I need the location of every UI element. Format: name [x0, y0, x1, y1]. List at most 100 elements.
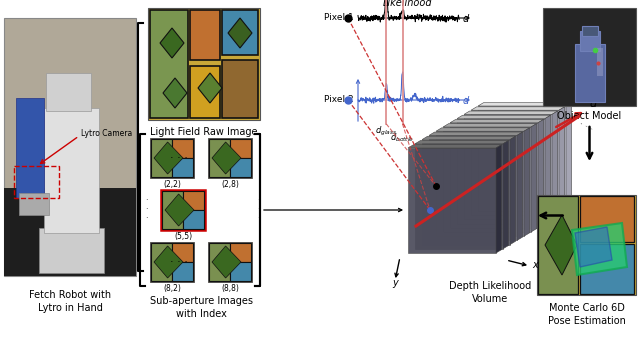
Bar [575, 44, 605, 102]
Polygon shape [471, 107, 564, 110]
Bar [436, 131, 524, 236]
Polygon shape [212, 142, 241, 174]
Polygon shape [165, 194, 194, 226]
Bar [443, 127, 531, 232]
Polygon shape [415, 140, 509, 144]
Polygon shape [510, 136, 516, 244]
Bar [150, 10, 188, 118]
Text: Object Model: Object Model [557, 111, 621, 121]
Polygon shape [496, 145, 502, 253]
Bar [14, 166, 59, 198]
Text: Depth Likelihood
Volume: Depth Likelihood Volume [449, 281, 532, 304]
Polygon shape [408, 145, 502, 148]
Bar [161, 190, 205, 230]
Bar [46, 73, 91, 111]
Bar [457, 118, 545, 224]
Bar [230, 139, 251, 158]
Text: Likelihood: Likelihood [383, 0, 433, 8]
Text: Fetch Robot with
Lytro in Hand: Fetch Robot with Lytro in Hand [29, 290, 111, 313]
Bar [543, 8, 636, 106]
Polygon shape [566, 103, 572, 211]
Polygon shape [154, 142, 183, 174]
Bar [183, 210, 204, 229]
Bar [190, 66, 220, 118]
Text: ·
·
·: · · · [257, 197, 259, 224]
Bar [537, 195, 636, 295]
Bar [450, 123, 538, 228]
Text: (2,8): (2,8) [221, 180, 239, 189]
Text: x: x [532, 260, 538, 270]
Polygon shape [212, 246, 241, 278]
Polygon shape [538, 120, 543, 228]
Bar [4, 188, 136, 276]
Polygon shape [198, 73, 222, 103]
Polygon shape [429, 132, 523, 135]
Bar [580, 31, 600, 51]
Text: · · ·: · · · [170, 257, 188, 267]
Polygon shape [154, 246, 183, 278]
Polygon shape [443, 123, 536, 127]
Bar [597, 48, 603, 76]
Bar [222, 60, 258, 118]
Text: ·
·
·: · · · [145, 197, 147, 224]
Text: Monte Carlo 6D
Pose Estimation: Monte Carlo 6D Pose Estimation [548, 303, 625, 326]
Bar [222, 10, 258, 55]
Text: $d_{glass}$: $d_{glass}$ [375, 125, 397, 138]
Bar [148, 8, 260, 120]
Polygon shape [450, 120, 543, 123]
Bar [190, 10, 220, 60]
Text: Sub-aperture Images
with Index: Sub-aperture Images with Index [150, 296, 253, 319]
Polygon shape [503, 140, 509, 249]
Text: y: y [392, 278, 397, 288]
Bar [230, 158, 251, 177]
Bar [39, 228, 104, 273]
Bar [580, 244, 634, 294]
Text: (2,2): (2,2) [163, 180, 181, 189]
Polygon shape [559, 107, 564, 215]
Polygon shape [228, 18, 252, 48]
Polygon shape [464, 111, 557, 114]
Bar [408, 148, 496, 253]
Polygon shape [531, 123, 536, 232]
Text: Pixel 1: Pixel 1 [324, 13, 354, 22]
Bar [538, 196, 578, 294]
Text: · · ·: · · · [577, 120, 594, 134]
Text: Lytro Camera: Lytro Camera [81, 129, 132, 138]
Polygon shape [160, 28, 184, 58]
Text: d: d [463, 96, 469, 106]
Polygon shape [552, 111, 557, 219]
Text: Pixel 2: Pixel 2 [324, 95, 354, 104]
Text: d: d [589, 99, 597, 109]
Polygon shape [457, 115, 550, 118]
Text: (8,2): (8,2) [163, 284, 181, 293]
Polygon shape [545, 215, 577, 275]
Bar [415, 144, 503, 249]
Polygon shape [572, 223, 627, 275]
Bar [582, 26, 598, 36]
Bar [429, 135, 517, 240]
Polygon shape [422, 136, 516, 140]
Bar [478, 106, 566, 211]
Bar [162, 191, 183, 229]
Bar [422, 140, 510, 244]
Text: (5,5): (5,5) [174, 232, 192, 241]
Bar [16, 98, 44, 198]
Bar [172, 262, 193, 281]
Bar [172, 158, 193, 177]
Bar [209, 243, 230, 281]
Polygon shape [517, 132, 523, 240]
Bar [183, 191, 204, 210]
Bar [172, 243, 193, 262]
Polygon shape [575, 227, 612, 267]
Polygon shape [478, 103, 572, 106]
Bar [4, 18, 136, 276]
Bar [44, 108, 99, 233]
Bar [230, 243, 251, 262]
Bar [150, 242, 194, 282]
Bar [208, 242, 252, 282]
Polygon shape [545, 115, 550, 224]
Bar [150, 138, 194, 178]
Bar [471, 110, 559, 215]
Bar [580, 196, 634, 242]
Bar [230, 262, 251, 281]
